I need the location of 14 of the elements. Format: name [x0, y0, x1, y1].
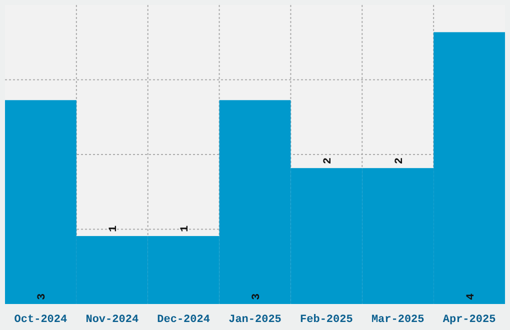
x-tick-label: Mar-2025: [371, 314, 425, 326]
data-label: 2: [394, 157, 406, 164]
x-tick-label: Dec-2024: [157, 314, 210, 326]
data-label: 1: [108, 225, 120, 232]
x-tick-label: Feb-2025: [300, 314, 354, 326]
x-tick-label: Jan-2025: [228, 314, 282, 326]
data-label: 3: [36, 293, 49, 300]
x-tick-label: Nov-2024: [86, 314, 139, 326]
x-tick-label: Oct-2024: [14, 314, 68, 326]
x-tick-label: Apr-2025: [442, 314, 496, 326]
data-label: 1: [180, 225, 192, 232]
data-label: 3: [251, 293, 263, 300]
data-label: 2: [322, 157, 334, 164]
data-label: 4: [465, 293, 478, 300]
